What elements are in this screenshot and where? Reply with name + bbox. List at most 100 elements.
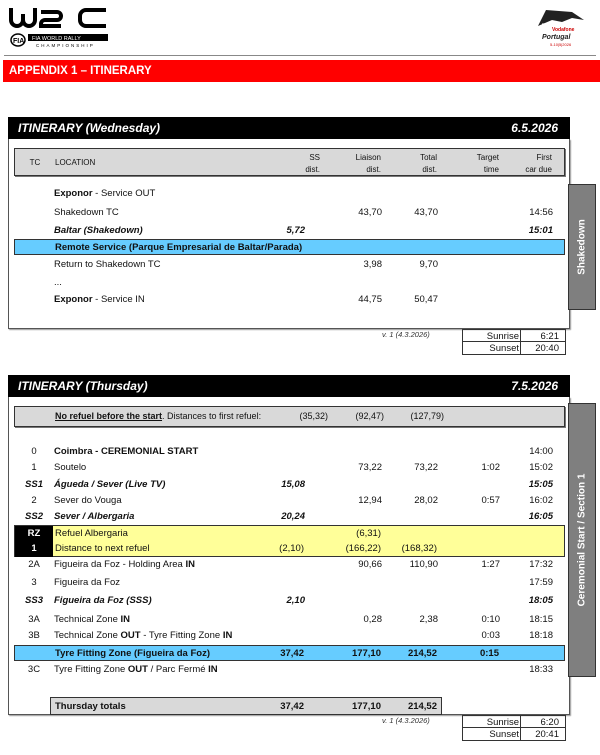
tc-number: SS1 [25, 479, 43, 490]
side-tab-section-1: Ceremonial Start / Section 1 [568, 403, 596, 677]
first-car-due: 18:18 [529, 630, 553, 641]
svg-text:FIA: FIA [13, 38, 24, 45]
column-header-loc: LOCATION [55, 158, 96, 167]
itinerary-row: 2 Sever do Vouga 12,94 28,02 0:57 16:02 [14, 493, 565, 509]
first-car-due: 18:15 [529, 614, 553, 625]
itinerary-row: Tyre Fitting Zone (Figueira da Foz) 37,42… [14, 645, 565, 661]
column-header-to: Total dist. [420, 153, 437, 174]
itinerary-row: Exponor - Service OUT [14, 186, 565, 202]
target-time: 0:03 [481, 630, 501, 641]
itinerary-row: 1 Soutelo 73,22 73,22 1:02 15:02 [14, 460, 565, 476]
wrc-logo: FIA FIA WORLD RALLY CHAMPIONSHIP [9, 8, 108, 48]
total-distance: 214,52 [407, 648, 437, 659]
target-time: 1:02 [481, 462, 501, 473]
first-car-due: 14:00 [529, 446, 553, 457]
first-car-due: 14:56 [529, 207, 553, 218]
tc-number: 2A [28, 559, 40, 570]
svg-text:Vodafone: Vodafone [552, 27, 575, 33]
version-label: v. 1 (4.3.2026) [382, 716, 430, 725]
location: Figueira da Foz [54, 577, 121, 588]
sunrise-time: 6:21 [540, 331, 560, 342]
refuel-note-text: No refuel before the start. Distances to… [55, 411, 262, 421]
location: Figueira da Foz - Holding Area IN [54, 559, 195, 570]
ss-distance: 5,72 [286, 225, 306, 236]
location: Return to Shakedown TC [54, 259, 161, 270]
location: Tyre Fitting Zone (Figueira da Foz) [55, 648, 210, 659]
ss-distance: 20,24 [281, 511, 305, 522]
itinerary-row: SS2 Sever / Albergaria 20,24 16:05 [14, 509, 565, 525]
location: Baltar (Shakedown) [54, 225, 143, 236]
tc-number: 3B [28, 630, 40, 641]
target-time: 0:15 [479, 648, 499, 659]
itinerary-row: RZ Refuel Albergaria (6,31) [14, 525, 565, 542]
thursday-totals: Thursday totals 37,42 177,10 214,52 [50, 697, 442, 715]
first-car-due: 17:32 [529, 559, 553, 570]
ss-distance: 37,42 [280, 648, 304, 659]
ss-distance: (2,10) [279, 543, 304, 554]
refuel-note-row: No refuel before the start. Distances to… [14, 406, 565, 427]
refuel-note-liaison: (92,47) [355, 411, 384, 421]
itinerary-row: Exponor - Service IN 44,75 50,47 [14, 292, 565, 308]
liaison-distance: 0,28 [363, 614, 383, 625]
location: Tyre Fitting Zone OUT / Parc Fermé IN [54, 664, 218, 675]
itinerary-row: 2A Figueira da Foz - Holding Area IN 90,66… [14, 557, 565, 573]
column-header-fi: First car due [525, 153, 552, 174]
location: Águeda / Sever (Live TV) [54, 479, 166, 490]
side-tab-shakedown: Shakedown [568, 184, 596, 310]
sunrise-time: 6:20 [540, 717, 560, 728]
total-distance: 110,90 [409, 559, 438, 570]
sunrise-label: Sunrise [486, 717, 519, 728]
location: Soutelo [54, 462, 87, 473]
location: Remote Service (Parque Empresarial de Ba… [55, 242, 303, 253]
tc-number: SS2 [25, 511, 43, 522]
location: Shakedown TC [54, 207, 119, 218]
total-distance: 2,38 [419, 614, 439, 625]
tc-number: 2 [31, 495, 37, 506]
location: Figueira da Foz (SSS) [54, 595, 152, 606]
location: Distance to next refuel [55, 543, 150, 554]
tc-number: 3 [31, 577, 37, 588]
itinerary-row: 3 Figueira da Foz 17:59 [14, 575, 565, 591]
wednesday-title: ITINERARY (Wednesday) [18, 121, 161, 135]
svg-text:5-10|5|2026: 5-10|5|2026 [550, 42, 572, 47]
tc-number: 3A [28, 614, 40, 625]
column-header-li: Liaison dist. [355, 153, 381, 174]
location: Exponor - Service OUT [54, 188, 156, 199]
itinerary-row: 1 Distance to next refuel (2,10) (166,22) (1… [14, 541, 565, 557]
first-car-due: 15:02 [529, 462, 553, 473]
thursday-title: ITINERARY (Thursday) [18, 379, 148, 393]
itinerary-row: Shakedown TC 43,70 43,70 14:56 [14, 205, 565, 221]
location: Sever do Vouga [54, 495, 122, 506]
wednesday-title-bar: ITINERARY (Wednesday) 6.5.2026 [8, 117, 570, 139]
version-label: v. 1 (4.3.2026) [382, 330, 430, 339]
itinerary-row: 3A Technical Zone IN 0,28 2,38 0:10 18:15 [14, 612, 565, 628]
location: Technical Zone OUT - Tyre Fitting Zone I… [54, 630, 233, 641]
total-distance: 73,22 [414, 462, 438, 473]
liaison-distance: 44,75 [358, 294, 382, 305]
first-car-due: 18:05 [528, 595, 553, 606]
totals-liaison: 177,10 [351, 701, 381, 712]
liaison-distance: 12,94 [358, 495, 382, 506]
itinerary-row: 3B Technical Zone OUT - Tyre Fitting Zone… [14, 628, 565, 644]
wednesday-column-header: TC LOCATION SS dist. Liaison dist. Total dist. T… [14, 148, 565, 176]
sun-times-thursday: Sunrise 6:20 Sunset 20:41 [462, 715, 566, 741]
thursday-date: 7.5.2026 [511, 379, 558, 393]
liaison-distance: 73,22 [358, 462, 382, 473]
target-time: 0:10 [481, 614, 501, 625]
liaison-distance: 177,10 [351, 648, 381, 659]
liaison-distance: 90,66 [358, 559, 382, 570]
rally-portugal-logo: Vodafone Portugal 5-10|5|2026 [538, 10, 584, 47]
location: Coimbra - CEREMONIAL START [54, 446, 199, 457]
tc-number: 0 [31, 446, 37, 457]
totals-ss: 37,42 [280, 701, 304, 712]
ss-distance: 15,08 [281, 479, 305, 490]
itinerary-row: ... [14, 275, 565, 291]
location: Technical Zone IN [54, 614, 131, 625]
itinerary-row: 0 Coimbra - CEREMONIAL START 14:00 [14, 444, 565, 460]
itinerary-row: Baltar (Shakedown) 5,72 15:01 [14, 223, 565, 239]
sun-times-wednesday: Sunrise 6:21 Sunset 20:40 [462, 329, 566, 355]
liaison-distance: (166,22) [345, 543, 381, 554]
total-distance: 50,47 [414, 294, 438, 305]
section-title: APPENDIX 1 – ITINERARY [3, 60, 600, 82]
first-car-due: 15:01 [528, 225, 553, 236]
